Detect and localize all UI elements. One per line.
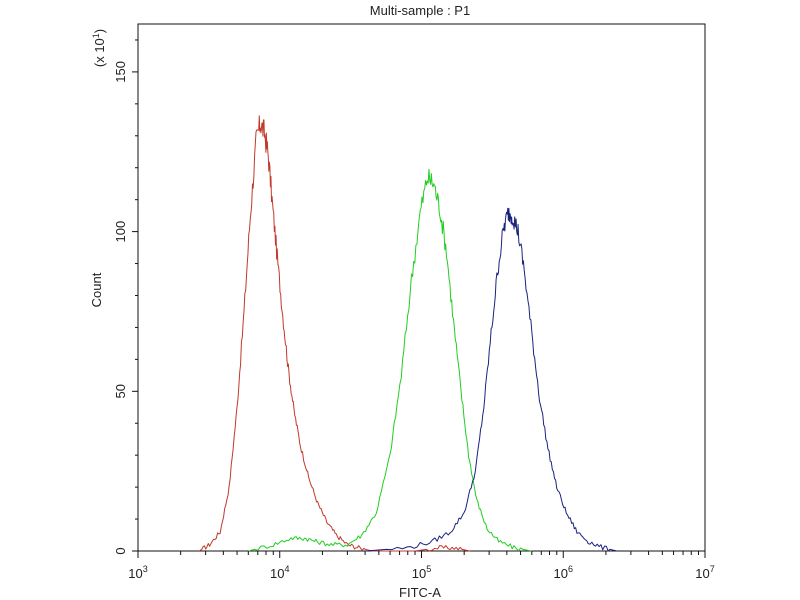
- histogram-series-2: [248, 168, 532, 552]
- chart-title: Multi-sample : P1: [370, 3, 470, 18]
- x-axis-label: FITC-A: [399, 585, 441, 600]
- y-tick-label: 150: [113, 61, 128, 83]
- series-layer: [198, 115, 618, 552]
- x-tick-label: 106: [554, 564, 573, 581]
- plot-frame: [137, 23, 706, 552]
- x-tick-label: 107: [695, 564, 714, 581]
- axes-layer: 103 104 105 106 107 0 50 100 150: [113, 39, 715, 581]
- y-tick-label: 100: [113, 221, 128, 243]
- y-axis-label: Count: [89, 272, 104, 307]
- x-tick-label: 104: [270, 564, 289, 581]
- histogram-series-1: [198, 115, 471, 552]
- x-tick-label: 103: [128, 564, 147, 581]
- histogram-series-3: [365, 207, 618, 552]
- y-tick-label: 50: [113, 384, 128, 398]
- y-axis-multiplier: (x 101): [91, 29, 107, 67]
- x-tick-label: 105: [412, 564, 431, 581]
- y-tick-label: 0: [113, 547, 128, 554]
